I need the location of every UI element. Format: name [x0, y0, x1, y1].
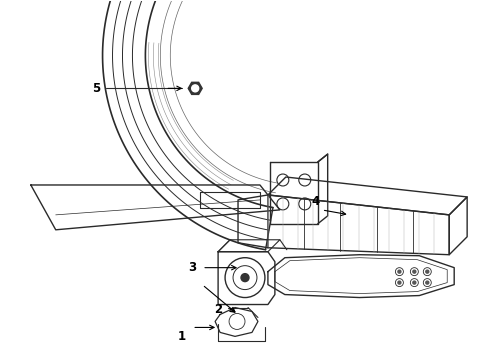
Circle shape [398, 270, 401, 273]
Circle shape [426, 281, 429, 284]
Circle shape [398, 281, 401, 284]
Circle shape [192, 85, 198, 92]
Text: 2: 2 [214, 303, 222, 316]
Circle shape [426, 270, 429, 273]
Circle shape [241, 274, 249, 282]
Text: 4: 4 [312, 195, 320, 208]
Circle shape [413, 281, 416, 284]
Text: 1: 1 [178, 330, 186, 343]
Text: 5: 5 [93, 82, 101, 95]
Polygon shape [188, 82, 202, 94]
Circle shape [413, 270, 416, 273]
Text: 3: 3 [188, 261, 196, 274]
